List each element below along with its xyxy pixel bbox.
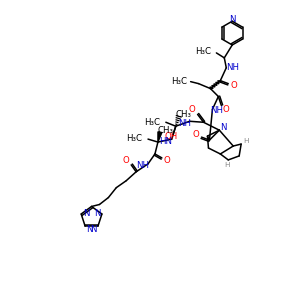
Text: NH: NH <box>136 161 150 170</box>
Text: N: N <box>90 225 96 234</box>
Text: NH: NH <box>210 106 223 115</box>
Text: N: N <box>94 208 100 217</box>
Text: H₃C: H₃C <box>126 134 142 142</box>
Text: NH: NH <box>178 119 191 128</box>
Text: N: N <box>86 225 92 234</box>
Text: O: O <box>192 130 199 139</box>
Text: O: O <box>231 81 238 90</box>
Text: O: O <box>123 156 130 165</box>
Text: OH: OH <box>164 132 177 141</box>
Text: H: H <box>243 138 249 144</box>
Text: N: N <box>83 208 89 217</box>
Text: HN: HN <box>159 136 172 146</box>
Text: O: O <box>188 105 195 114</box>
Text: H₃C: H₃C <box>144 118 160 127</box>
Text: O: O <box>223 105 230 114</box>
Text: H: H <box>224 162 230 168</box>
Text: H₃C: H₃C <box>171 77 187 86</box>
Text: NH: NH <box>226 63 239 72</box>
Text: N: N <box>220 123 226 132</box>
Text: H₃C: H₃C <box>195 47 212 56</box>
Text: O: O <box>164 156 170 165</box>
Text: CH₃: CH₃ <box>158 126 174 135</box>
Polygon shape <box>158 132 162 142</box>
Text: N: N <box>229 15 236 24</box>
Text: CH₃: CH₃ <box>176 110 192 119</box>
